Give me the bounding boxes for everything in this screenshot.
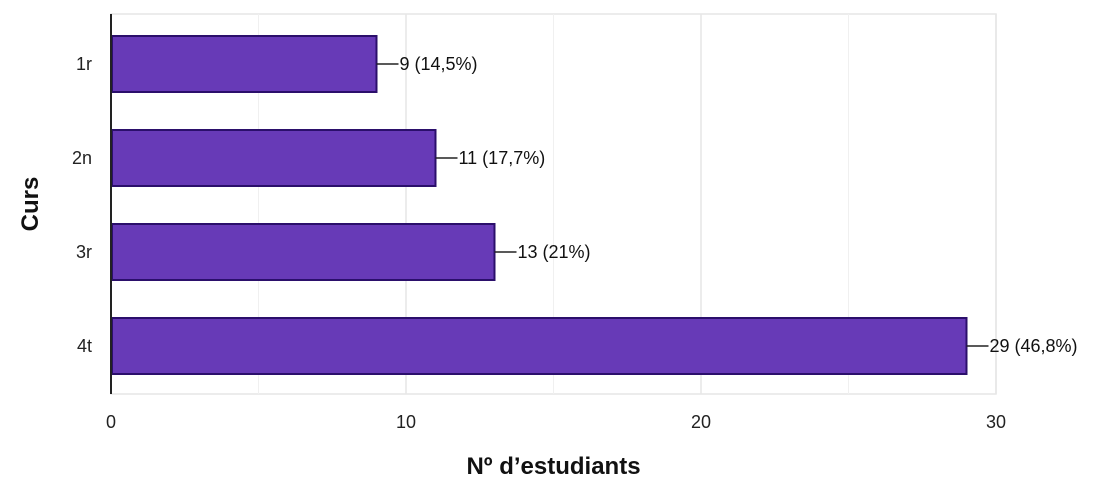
bar-3r bbox=[111, 223, 496, 281]
bar-2n bbox=[111, 129, 437, 187]
x-tick-labels: 0 10 20 30 bbox=[106, 412, 1006, 432]
y-tick-label-2n: 2n bbox=[72, 148, 92, 168]
data-label-4t: 29 (46,8%) bbox=[990, 336, 1078, 356]
y-tick-labels: 1r 2n 3r 4t bbox=[72, 54, 92, 356]
x-axis-title: Nº d’estudiants bbox=[466, 453, 640, 479]
bars bbox=[111, 35, 968, 375]
data-label-1r: 9 (14,5%) bbox=[400, 54, 478, 74]
bar-1r bbox=[111, 35, 378, 93]
y-tick-label-3r: 3r bbox=[76, 242, 92, 262]
bar-4t bbox=[111, 317, 968, 375]
y-tick-label-1r: 1r bbox=[76, 54, 92, 74]
y-tick-label-4t: 4t bbox=[77, 336, 92, 356]
x-tick-label: 20 bbox=[691, 412, 711, 432]
y-axis-title: Curs bbox=[17, 177, 44, 232]
x-tick-label: 0 bbox=[106, 412, 116, 432]
data-label-3r: 13 (21%) bbox=[518, 242, 591, 262]
data-labels: 9 (14,5%) 11 (17,7%) 13 (21%) 29 (46,8%) bbox=[400, 54, 1078, 356]
x-tick-label: 30 bbox=[986, 412, 1006, 432]
data-label-leaders bbox=[376, 63, 989, 347]
x-tick-label: 10 bbox=[396, 412, 416, 432]
data-label-2n: 11 (17,7%) bbox=[459, 148, 546, 168]
